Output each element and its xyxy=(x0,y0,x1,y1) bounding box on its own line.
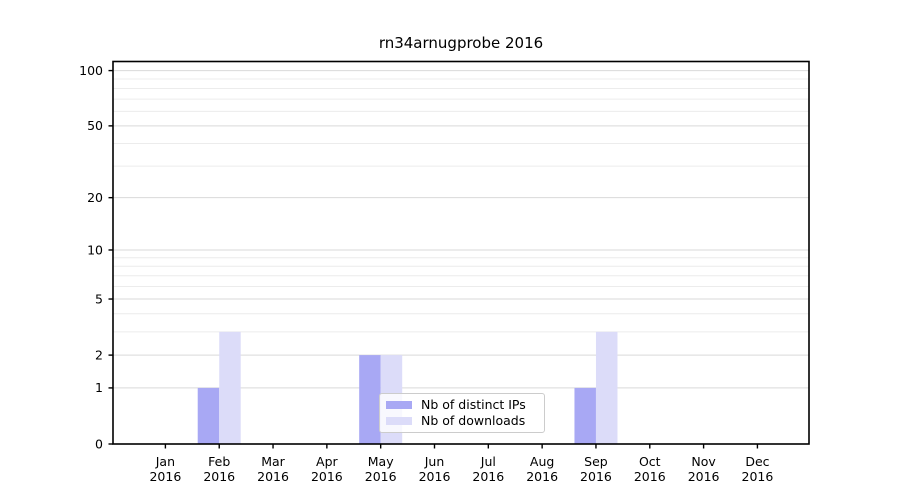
x-tick-label-year: 2016 xyxy=(257,469,289,484)
x-tick-label-year: 2016 xyxy=(526,469,558,484)
x-tick-label-month: Mar xyxy=(261,454,285,469)
legend-label-distinct-ips: Nb of distinct IPs xyxy=(421,397,526,412)
x-tick-label-month: May xyxy=(368,454,394,469)
x-tick-label-month: Jul xyxy=(480,454,496,469)
y-tick-label: 50 xyxy=(87,118,103,133)
legend-swatch-downloads-icon xyxy=(386,416,412,425)
y-tick-label: 2 xyxy=(95,347,103,362)
x-tick-label-month: Oct xyxy=(639,454,661,469)
x-tick-label-year: 2016 xyxy=(742,469,774,484)
legend-item-distinct-ips: Nb of distinct IPs xyxy=(386,397,538,412)
bar-downloads-sep xyxy=(595,331,618,444)
x-tick-label-month: Jan xyxy=(155,454,175,469)
y-tick-label: 20 xyxy=(87,190,103,205)
x-tick-label-year: 2016 xyxy=(203,469,235,484)
legend-label-downloads: Nb of downloads xyxy=(421,412,526,428)
bar-distinct-ips-may xyxy=(359,355,381,444)
legend: Nb of distinct IPs Nb of downloads xyxy=(379,393,545,433)
x-tick-label-month: Feb xyxy=(208,454,230,469)
x-tick-label-year: 2016 xyxy=(149,469,181,484)
y-tick-label: 5 xyxy=(95,291,103,306)
bar-distinct-ips-sep xyxy=(574,387,596,444)
y-tick-label: 100 xyxy=(79,63,103,78)
x-tick-label-month: Nov xyxy=(691,454,716,469)
x-tick-label-month: Jun xyxy=(424,454,445,469)
legend-swatch-distinct-ips-icon xyxy=(386,401,412,410)
x-tick-label-year: 2016 xyxy=(580,469,612,484)
x-tick-label-year: 2016 xyxy=(311,469,343,484)
x-tick-label-year: 2016 xyxy=(472,469,504,484)
x-tick-label-month: Dec xyxy=(745,454,769,469)
y-tick-label: 0 xyxy=(95,436,103,451)
x-tick-label-month: Aug xyxy=(530,454,554,469)
chart-title: rn34arnugprobe 2016 xyxy=(378,34,544,52)
y-tick-label: 1 xyxy=(95,380,103,395)
x-tick-label-year: 2016 xyxy=(365,469,397,484)
x-tick-label-year: 2016 xyxy=(634,469,666,484)
x-tick-label-year: 2016 xyxy=(419,469,451,484)
x-tick-label-year: 2016 xyxy=(688,469,720,484)
bar-distinct-ips-feb xyxy=(197,387,220,444)
plot-frame xyxy=(112,60,810,445)
y-tick-label: 10 xyxy=(87,242,103,257)
legend-item-downloads: Nb of downloads xyxy=(386,412,538,428)
x-tick-label-month: Sep xyxy=(584,454,608,469)
x-tick-label-month: Apr xyxy=(316,454,338,469)
bar-downloads-feb xyxy=(219,331,241,444)
